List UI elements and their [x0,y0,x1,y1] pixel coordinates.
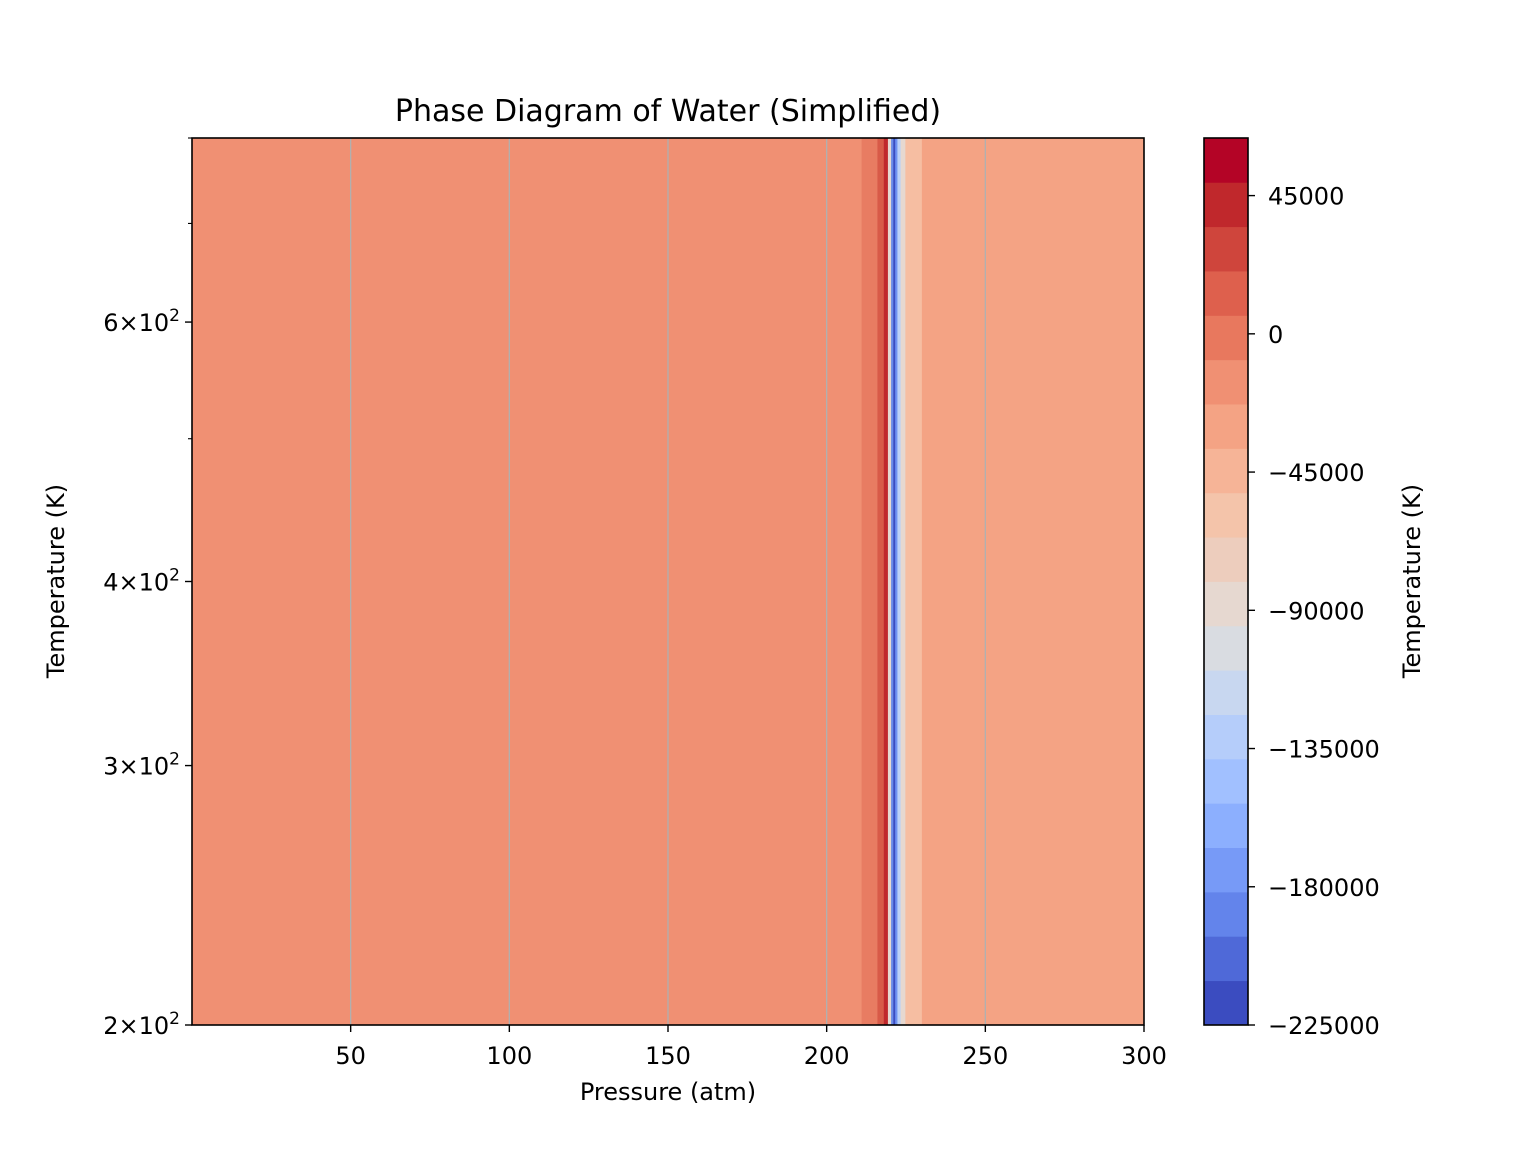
y-tick-label: 2×102 [103,1009,180,1040]
x-gridlines [350,138,986,1025]
colorbar-cell [1204,492,1248,538]
x-tick-label: 100 [486,1042,532,1070]
colorbar-cell [1204,670,1248,715]
colorbar-cell [1204,359,1248,405]
heatmap-band [861,138,878,1025]
colorbar-cell [1204,714,1248,760]
heatmap-band [192,138,862,1025]
heatmap-band [900,138,906,1025]
colorbar-cell [1204,803,1248,848]
x-axis-ticks: 50 100 150 200 250 300 [335,1025,1167,1070]
colorbar-cell [1204,315,1248,361]
heatmap-band [897,138,902,1025]
y-tick-label: 3×102 [103,750,180,781]
colorbar-tick-label: 0 [1268,321,1283,349]
colorbar-tick-label: 45000 [1268,183,1344,211]
heatmap-band [905,138,923,1025]
y-tick-label: 4×102 [103,566,180,597]
colorbar-cell [1204,182,1248,228]
x-tick-label: 150 [645,1042,691,1070]
heatmap-band [877,138,885,1025]
colorbar-cell [1204,404,1248,449]
colorbar-cell [1204,138,1248,183]
colorbar-tick-label: −45000 [1268,459,1364,487]
colorbar-cells [1204,138,1248,1026]
colorbar-cell [1204,936,1248,982]
x-axis-label: Pressure (atm) [580,1078,756,1106]
colorbar-tick-label: −180000 [1268,874,1380,902]
colorbar-cell [1204,448,1248,494]
colorbar-cell [1204,758,1248,804]
colorbar-tick-label: −135000 [1268,736,1380,764]
heatmap-band [893,138,896,1025]
colorbar-ticks: 45000 0 −45000 −90000 −135000 −180000 −225000 [1248,183,1380,1040]
colorbar-cell [1204,271,1248,316]
colorbar: 450000−45000−90000−135000−180000−225000 … [1203,137,1426,1040]
heatmap-band [883,138,889,1025]
heatmap-band [887,138,892,1025]
colorbar-cell [1204,537,1248,582]
colorbar-tick-label: −225000 [1268,1012,1380,1040]
chart-title: Phase Diagram of Water (Simplified) [395,94,941,129]
x-tick-label: 200 [804,1042,850,1070]
colorbar-cell [1204,847,1248,893]
heatmap-bands [192,138,1145,1025]
plot-area [191,137,1145,1026]
colorbar-cell [1204,891,1248,937]
colorbar-frame [1203,137,1249,1026]
colorbar-cell [1204,980,1248,1026]
colorbar-cell [1204,581,1248,627]
x-tick-label: 300 [1121,1042,1167,1070]
colorbar-cell [1204,226,1248,272]
x-tick-label: 50 [335,1042,366,1070]
heatmap-band [895,138,898,1025]
colorbar-tick-label: −90000 [1268,597,1364,625]
colorbar-label: Temperature (K) [1398,484,1426,679]
y-axis-ticks: 2×102 3×102 4×102 6×102 [103,137,192,1040]
colorbar-cell [1204,625,1248,671]
y-tick-label: 6×102 [103,306,180,337]
x-tick-label: 250 [962,1042,1008,1070]
heatmap-band [921,138,1145,1025]
heatmap-band [891,138,894,1025]
y-axis-label: Temperature (K) [42,484,70,679]
